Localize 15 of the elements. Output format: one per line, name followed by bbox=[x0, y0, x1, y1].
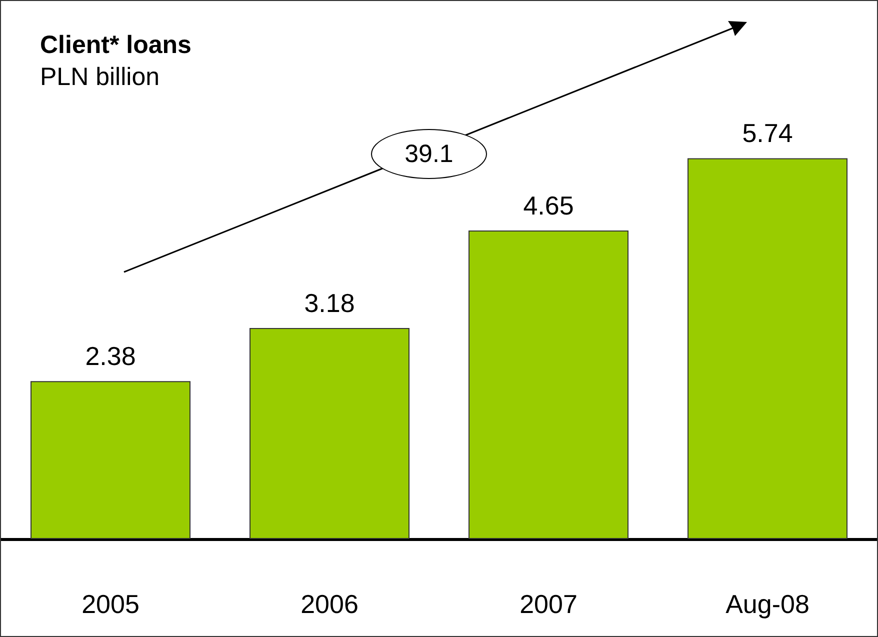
x-tick-label: 2006 bbox=[300, 589, 358, 619]
data-label: 4.65 bbox=[523, 190, 574, 221]
bar bbox=[30, 381, 190, 539]
annotation: 39.1 bbox=[371, 129, 487, 179]
x-tick-label: Aug-08 bbox=[726, 589, 810, 619]
x-tick-label: 2005 bbox=[82, 589, 140, 619]
bar bbox=[688, 158, 848, 539]
data-label: 3.18 bbox=[304, 288, 355, 318]
bar bbox=[250, 328, 410, 539]
chart-title: Client* loans bbox=[40, 31, 192, 60]
data-label: 2.38 bbox=[85, 341, 136, 372]
data-label: 5.74 bbox=[742, 118, 793, 148]
x-tick-label: 2007 bbox=[520, 589, 578, 619]
bar bbox=[468, 230, 628, 539]
chart-subtitle: PLN billion bbox=[40, 63, 160, 92]
